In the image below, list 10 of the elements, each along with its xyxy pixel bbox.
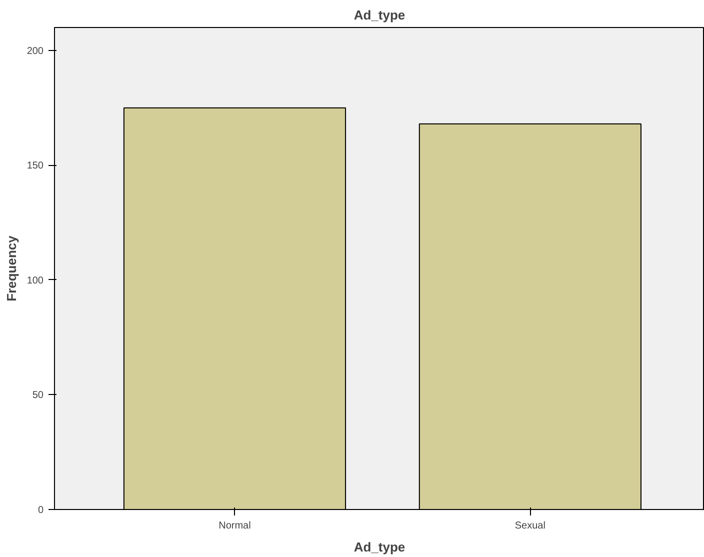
x-axis-title: Ad_type xyxy=(354,540,406,554)
y-tick-label: 200 xyxy=(26,46,44,57)
y-tick-label: 0 xyxy=(38,505,44,516)
y-tick-label: 50 xyxy=(32,390,44,402)
chart-title: Ad_type xyxy=(354,8,406,22)
x-tick-label: Normal xyxy=(218,520,251,532)
y-tick-label: 100 xyxy=(26,275,44,286)
y-axis-title: Frequency xyxy=(4,234,19,302)
x-tick-label: Sexual xyxy=(514,520,546,532)
y-tick-label: 150 xyxy=(26,160,44,172)
